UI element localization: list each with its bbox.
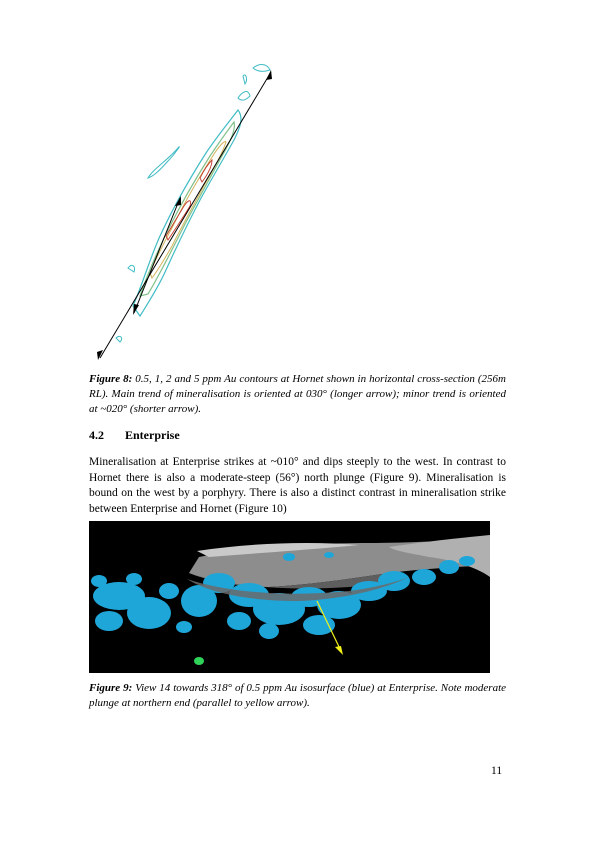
section-heading: 4.2 Enterprise <box>89 428 180 443</box>
body-paragraph: Mineralisation at Enterprise strikes at … <box>89 456 506 515</box>
figure-9-isosurface-view <box>89 521 490 673</box>
contour-1ppm <box>139 120 235 297</box>
contour-0-5ppm-fragment <box>242 74 247 86</box>
porphyry-surface <box>197 543 359 557</box>
porphyry-surface <box>189 573 402 589</box>
figure-8-caption-text: 0.5, 1, 2 and 5 ppm Au contours at Horne… <box>89 373 506 415</box>
page-number: 11 <box>491 765 503 777</box>
porphyry-lower-edge <box>187 577 409 601</box>
figure-9-label: Figure 9: <box>89 682 133 694</box>
contour-0-5ppm-fragment <box>146 146 180 179</box>
figure-8-contour-map <box>97 64 272 360</box>
main-trend-arrow <box>99 71 272 359</box>
figure-8-label: Figure 8: <box>89 373 133 385</box>
section-number: 4.2 <box>89 428 104 442</box>
minor-trend-arrow <box>133 197 181 314</box>
figure-9-caption-text: View 14 towards 318° of 0.5 ppm Au isosu… <box>89 682 507 709</box>
figure-9-caption: Figure 9: View 14 towards 318° of 0.5 pp… <box>89 681 506 711</box>
porphyry-surface <box>389 535 490 577</box>
contour-5ppm <box>199 158 213 183</box>
plunge-arrowhead <box>335 646 343 655</box>
contour-0-5ppm-fragment <box>115 335 123 343</box>
minor-trend-arrowhead <box>175 196 181 206</box>
section-title: Enterprise <box>125 428 180 442</box>
main-trend-arrowhead <box>97 350 103 360</box>
minor-trend-arrowhead <box>133 304 139 315</box>
figure-8-caption: Figure 8: 0.5, 1, 2 and 5 ppm Au contour… <box>89 372 506 417</box>
contour-0-5ppm-fragment <box>127 264 135 273</box>
contour-5ppm <box>165 200 191 241</box>
main-trend-arrowhead <box>266 70 272 80</box>
contour-0-5ppm-fragment <box>252 64 271 72</box>
high-grade-blob <box>194 657 204 665</box>
contour-0-5ppm-fragment <box>237 91 251 101</box>
plunge-arrow <box>316 600 342 652</box>
